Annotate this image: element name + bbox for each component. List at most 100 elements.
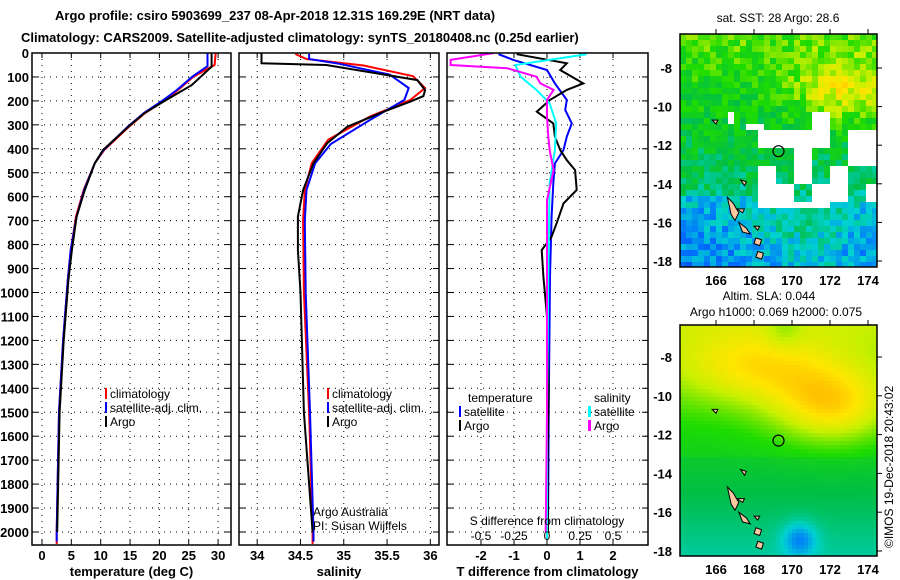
legend-label: satellite <box>594 405 635 419</box>
x-tick-label: 35 <box>337 548 351 563</box>
lon-tick-label: 166 <box>705 273 727 288</box>
depth-tick-label: 1700 <box>0 453 29 468</box>
legend-label: satellite-adj. clim. <box>110 401 202 415</box>
island-shape <box>752 515 761 521</box>
lon-tick-label: 168 <box>743 273 765 288</box>
series-line-salinity-satellite <box>513 53 587 540</box>
island-shape <box>737 220 752 235</box>
map-field <box>680 325 877 556</box>
series-line-argo <box>56 53 213 533</box>
legend-label: Argo <box>110 415 136 429</box>
depth-tick-label: 100 <box>7 70 29 85</box>
lon-tick-label: 172 <box>819 273 841 288</box>
map-subtitle: Argo h1000: 0.069 h2000: 0.075 <box>690 305 862 319</box>
island-shape <box>737 510 752 525</box>
island-shape <box>755 540 765 550</box>
island-shape <box>726 485 740 512</box>
series-line-satellite-adj-clim- <box>303 54 410 542</box>
legend-label: satellite <box>464 405 505 419</box>
depth-tick-label: 900 <box>7 262 29 277</box>
title-line-2: Climatology: CARS2009. Satellite-adjuste… <box>21 30 579 45</box>
sst-map: 166 168 170 172 174 -8 -10 -12 -14 -16 -18 sat. SST… <box>653 11 882 288</box>
lat-tick-label: -10 <box>653 100 672 115</box>
legend-label: climatology <box>110 387 170 401</box>
map-frame <box>679 324 878 557</box>
legend-swatch <box>327 416 329 427</box>
legend-swatch <box>459 420 461 431</box>
lat-tick-label: -14 <box>653 177 673 192</box>
lon-tick-label: 166 <box>705 562 727 577</box>
profile-panel-2: 34 34.5 35 35.5 36 salinity climatologysatelli… <box>238 52 440 579</box>
legend-label: climatology <box>332 387 392 401</box>
legend-label: satellite-adj. clim. <box>332 401 424 415</box>
legend-label: Argo <box>464 419 490 433</box>
legend-label: Argo <box>332 415 358 429</box>
map-field <box>680 34 877 267</box>
depth-tick-label: 1800 <box>0 477 29 492</box>
legend-swatch <box>105 416 107 427</box>
lon-tick-label: 174 <box>857 562 879 577</box>
secondary-axis-label: S difference from climatology <box>470 514 625 528</box>
secondary-x-tick-label: -0.25 <box>500 529 528 543</box>
depth-tick-label: 1400 <box>0 381 29 396</box>
legend-swatch <box>105 402 107 413</box>
secondary-x-tick-label: 0 <box>544 529 551 543</box>
series-line-climatology <box>294 53 427 544</box>
lon-tick-label: 174 <box>857 273 879 288</box>
x-tick-label: -2 <box>475 548 487 563</box>
x-tick-label: 34.5 <box>288 548 313 563</box>
map-title: sat. SST: 28 Argo: 28.6 <box>717 11 840 25</box>
lat-tick-label: -8 <box>660 350 672 365</box>
island-shape <box>711 408 719 415</box>
timestamp: ©IMOS 19-Dec-2018 20:43:02 <box>882 385 896 548</box>
island-shape <box>739 468 748 477</box>
island-shape <box>752 225 761 231</box>
series-line-satellite-adj-clim- <box>55 53 209 542</box>
sla-map: 166 168 170 172 174 -8 -10 -12 -14 -16 -18 Altim. S… <box>653 289 882 577</box>
island-shape <box>726 195 740 222</box>
x-tick-label: 20 <box>152 548 166 563</box>
depth-tick-label: 500 <box>7 166 29 181</box>
x-tick-label: 35.5 <box>374 548 399 563</box>
legend-swatch <box>588 406 591 417</box>
legend-swatch <box>105 388 107 399</box>
plot-frame <box>446 52 649 546</box>
legend-label: Argo <box>594 419 620 433</box>
series-line-argo <box>260 53 427 533</box>
x-tick-label: 0 <box>38 548 45 563</box>
depth-tick-label: 1200 <box>0 333 29 348</box>
map-title: Altim. SLA: 0.044 <box>723 289 816 303</box>
annotation-text: PI: Susan Wijffels <box>313 519 407 533</box>
lat-tick-label: -18 <box>653 254 672 269</box>
depth-tick-label: 200 <box>7 94 29 109</box>
legend-swatch <box>459 406 461 417</box>
lon-tick-label: 170 <box>781 562 803 577</box>
lat-tick-label: -16 <box>653 505 672 520</box>
island-shape <box>735 498 746 504</box>
title-line-1: Argo profile: csiro 5903699_237 08-Apr-2… <box>55 8 495 23</box>
depth-tick-label: 600 <box>7 190 29 205</box>
profile-panel-1: 0100200300400500600700800900100011001200… <box>0 46 232 579</box>
legend-swatch <box>327 402 329 413</box>
lon-tick-label: 170 <box>781 273 803 288</box>
series-line-temperature-satellite <box>498 53 573 533</box>
x-tick-label: 15 <box>123 548 137 563</box>
lat-tick-label: -16 <box>653 215 672 230</box>
series-line-climatology <box>55 53 217 544</box>
x-tick-label: 25 <box>182 548 196 563</box>
depth-tick-label: 1900 <box>0 501 29 516</box>
island-shape <box>753 527 763 537</box>
series-line-salinity-argo <box>449 53 556 533</box>
x-tick-label: -1 <box>508 548 520 563</box>
x-tick-label: 0 <box>543 548 550 563</box>
plot-frame <box>31 52 232 546</box>
secondary-x-tick-label: -0.5 <box>471 529 492 543</box>
lat-tick-label: -10 <box>653 389 672 404</box>
x-axis-label: temperature (deg C) <box>70 564 194 579</box>
x-axis-label: T difference from climatology <box>456 564 639 579</box>
profile-panel-3: -2 -1 0 1 2T difference from climatology temp… <box>446 52 649 579</box>
depth-tick-label: 0 <box>22 46 29 61</box>
depth-tick-label: 2000 <box>0 525 29 540</box>
legend-swatch <box>327 388 329 399</box>
